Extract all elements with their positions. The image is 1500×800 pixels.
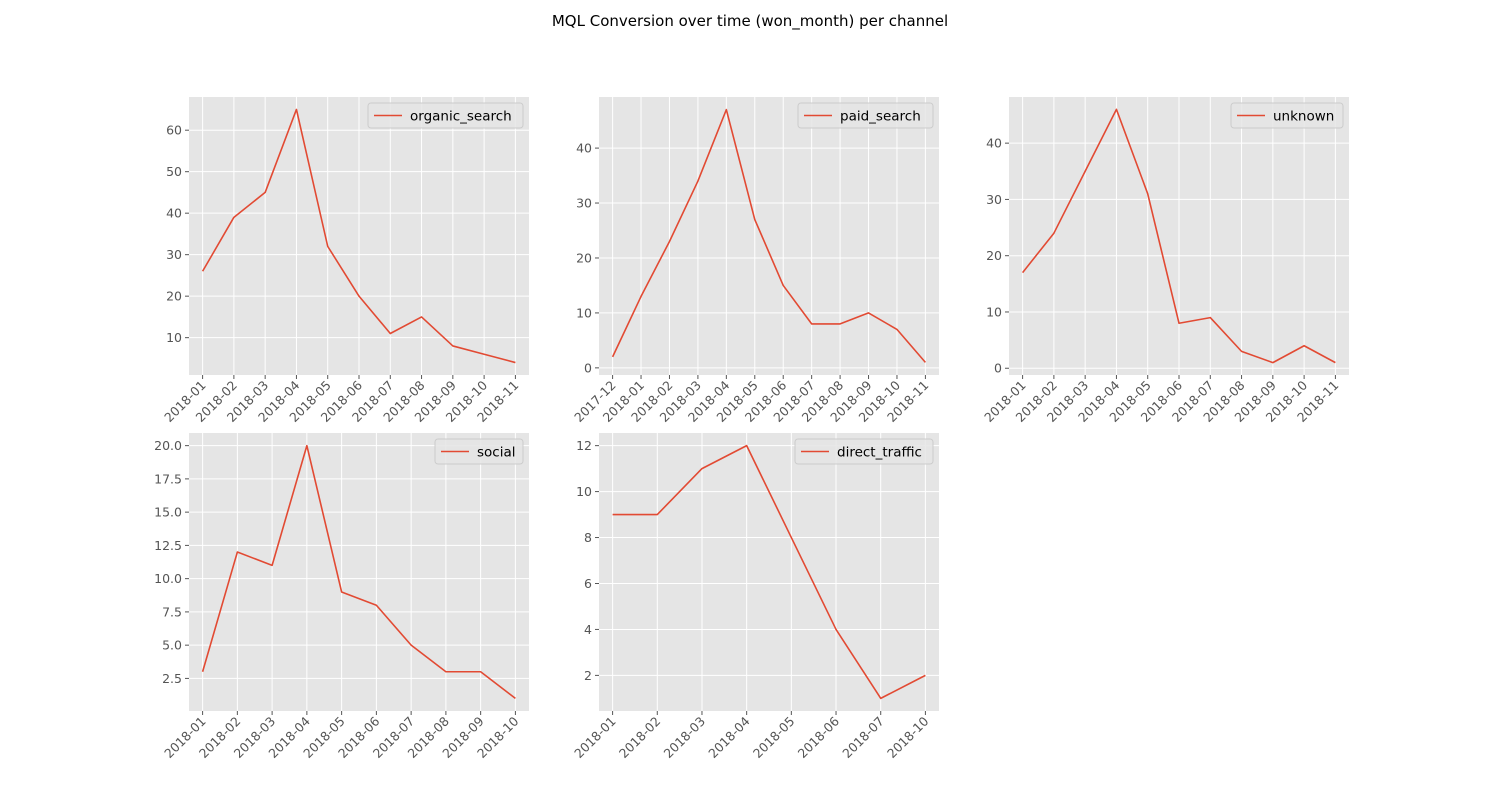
legend: direct_traffic <box>794 438 934 465</box>
subplot-2: 2017-122018-012018-022018-032018-042018-… <box>571 97 939 425</box>
y-tick-label: 40 <box>166 206 182 221</box>
y-tick-label: 6 <box>584 576 592 591</box>
y-tick-label: 10.0 <box>154 571 182 586</box>
y-tick-label: 30 <box>166 247 182 262</box>
y-tick-label: 40 <box>576 141 592 156</box>
legend: social <box>434 438 524 465</box>
plot-area <box>599 433 939 711</box>
legend: unknown <box>1230 102 1344 129</box>
legend-label: direct_traffic <box>837 445 922 461</box>
x-tick-label: 2018-03 <box>661 714 709 762</box>
y-tick-label: 15.0 <box>154 505 182 520</box>
y-tick-label: 30 <box>986 192 1002 207</box>
y-tick-label: 20.0 <box>154 438 182 453</box>
x-tick-label: 2018-07 <box>839 714 887 762</box>
x-tick-label: 2018-01 <box>571 714 619 762</box>
y-tick-label: 7.5 <box>162 604 182 619</box>
legend: organic_search <box>367 102 524 129</box>
legend-label: organic_search <box>410 109 512 125</box>
y-tick-label: 10 <box>986 304 1002 319</box>
y-tick-label: 0 <box>584 360 592 375</box>
figure-title: MQL Conversion over time (won_month) per… <box>551 12 949 30</box>
subplot-5: 2018-012018-022018-032018-042018-052018-… <box>571 433 939 761</box>
y-tick-label: 10 <box>166 330 182 345</box>
series-line-paid-search <box>611 108 927 363</box>
x-tick-label: 2018-06 <box>795 713 843 761</box>
legend-label: unknown <box>1273 109 1334 125</box>
x-tick-label: 2018-10 <box>884 713 932 761</box>
y-tick-label: 2.5 <box>162 671 182 686</box>
legend: paid_search <box>797 102 934 129</box>
legend-box <box>794 438 934 465</box>
y-tick-label: 40 <box>986 136 1002 151</box>
series-line-unknown <box>1021 108 1336 364</box>
legend-label: social <box>477 445 516 461</box>
series-line-social <box>201 444 516 699</box>
y-tick-label: 30 <box>576 196 592 211</box>
plot-area <box>599 97 939 375</box>
y-tick-label: 20 <box>166 289 182 304</box>
series-line-direct-traffic <box>612 444 926 700</box>
legend-box <box>797 102 934 129</box>
legend-box <box>434 438 524 465</box>
x-tick-label: 2018-02 <box>616 714 664 762</box>
y-tick-label: 60 <box>166 123 182 138</box>
subplot-3: 2018-012018-022018-032018-042018-052018-… <box>981 97 1349 425</box>
plot-area <box>189 433 529 711</box>
y-tick-label: 20 <box>576 250 592 265</box>
y-tick-label: 17.5 <box>154 471 182 486</box>
legend-box <box>1230 102 1344 129</box>
y-tick-label: 12 <box>576 438 592 453</box>
y-tick-label: 5.0 <box>162 638 182 653</box>
y-tick-label: 20 <box>986 248 1002 263</box>
legend-box <box>367 102 524 129</box>
x-tick-label: 2018-05 <box>750 714 798 762</box>
y-tick-label: 2 <box>584 668 592 683</box>
y-tick-label: 8 <box>584 530 592 545</box>
y-tick-label: 50 <box>166 164 182 179</box>
legend-label: paid_search <box>840 109 921 125</box>
x-tick-label: 2018-04 <box>705 713 753 761</box>
y-tick-label: 12.5 <box>154 538 182 553</box>
subplot-1: 2018-012018-022018-032018-042018-052018-… <box>161 97 529 425</box>
y-tick-label: 4 <box>584 622 592 637</box>
y-tick-label: 10 <box>576 305 592 320</box>
subplot-4: 2018-012018-022018-032018-042018-052018-… <box>154 433 529 761</box>
series-line-organic-search <box>201 108 516 364</box>
y-tick-label: 0 <box>994 361 1002 376</box>
y-tick-label: 10 <box>576 484 592 499</box>
